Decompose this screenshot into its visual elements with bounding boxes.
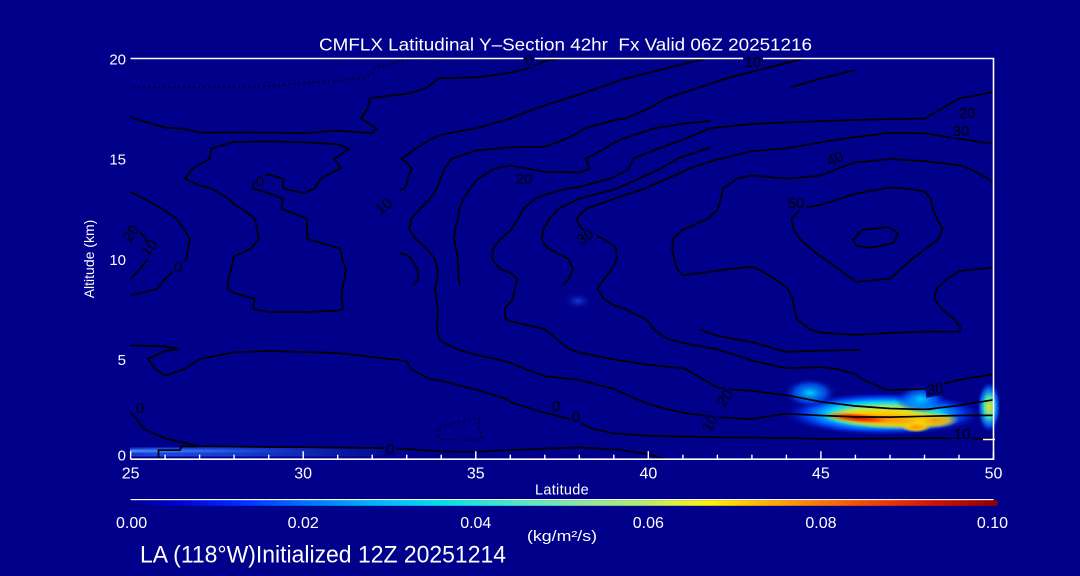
svg-text:0: 0: [525, 52, 533, 69]
svg-text:40: 40: [639, 466, 657, 483]
svg-text:0: 0: [136, 400, 144, 417]
svg-text:Latitude: Latitude: [535, 483, 589, 499]
svg-text:20: 20: [120, 222, 143, 245]
svg-text:0.00: 0.00: [116, 515, 147, 532]
svg-text:10: 10: [109, 252, 126, 269]
svg-text:(kg/m²/s): (kg/m²/s): [527, 529, 597, 545]
svg-text:30: 30: [574, 226, 597, 249]
svg-text:30: 30: [953, 123, 970, 140]
svg-text:0.08: 0.08: [805, 515, 836, 532]
svg-text:25: 25: [122, 466, 140, 483]
svg-text:10: 10: [699, 412, 722, 435]
svg-text:0: 0: [256, 173, 264, 190]
svg-text:0.02: 0.02: [288, 515, 319, 532]
svg-text:30: 30: [926, 380, 945, 400]
svg-text:CMFLX Latitudinal Y–Section 42: CMFLX Latitudinal Y–Section 42hr Fx Vali…: [319, 35, 812, 55]
svg-text:10: 10: [954, 426, 971, 443]
svg-text:20: 20: [714, 387, 737, 410]
svg-text:LA (118°W)Initialized 12Z 2025: LA (118°W)Initialized 12Z 20251214: [140, 542, 506, 569]
svg-text:Altitude (km): Altitude (km): [81, 220, 97, 299]
svg-text:0: 0: [118, 448, 126, 465]
svg-text:20: 20: [959, 105, 976, 122]
svg-text:50: 50: [788, 195, 805, 212]
svg-text:0.06: 0.06: [633, 515, 664, 532]
svg-text:0.04: 0.04: [460, 515, 491, 532]
svg-text:0: 0: [174, 259, 182, 276]
svg-text:35: 35: [467, 466, 485, 483]
svg-text:0: 0: [552, 398, 560, 415]
svg-text:20: 20: [516, 171, 533, 188]
svg-text:15: 15: [109, 152, 126, 169]
svg-text:5: 5: [118, 352, 126, 369]
svg-text:0.10: 0.10: [977, 515, 1008, 532]
svg-text:30: 30: [294, 466, 312, 483]
svg-text:0: 0: [386, 441, 394, 458]
svg-text:10: 10: [745, 54, 762, 71]
svg-text:45: 45: [812, 466, 830, 483]
svg-text:0: 0: [572, 409, 580, 426]
svg-text:50: 50: [985, 466, 1003, 483]
svg-text:40: 40: [824, 148, 846, 170]
svg-text:20: 20: [109, 52, 126, 69]
